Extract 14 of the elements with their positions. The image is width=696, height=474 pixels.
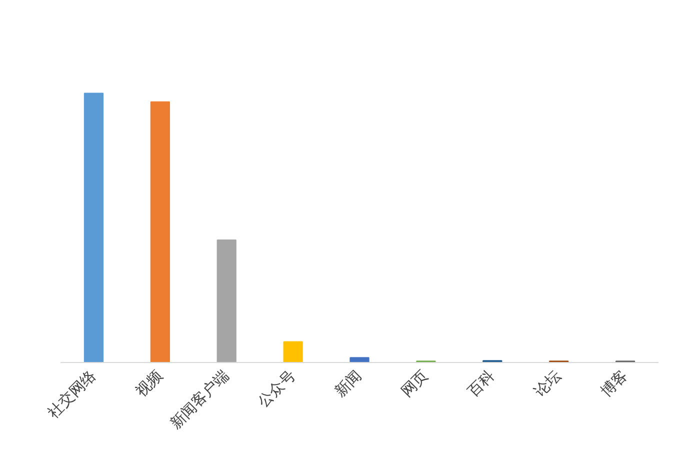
x-tick-label: 博客 <box>598 367 631 400</box>
x-tick-label: 视频 <box>132 367 166 400</box>
bar <box>84 92 104 362</box>
x-tick-label: 公众号 <box>254 367 299 411</box>
bar <box>283 341 303 362</box>
x-tick-label: 新闻客户端 <box>167 367 232 432</box>
x-tick-label: 新闻 <box>332 367 366 400</box>
bar <box>216 239 236 362</box>
x-tick-label: 网页 <box>399 368 432 400</box>
bar <box>150 101 170 362</box>
x-tick-label: 社交网络 <box>44 367 100 422</box>
x-tick-label: 百科 <box>464 367 498 400</box>
x-tick-label: 论坛 <box>531 367 564 400</box>
bar <box>350 357 370 362</box>
